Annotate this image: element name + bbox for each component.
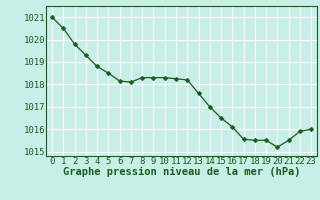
X-axis label: Graphe pression niveau de la mer (hPa): Graphe pression niveau de la mer (hPa) — [63, 167, 300, 177]
